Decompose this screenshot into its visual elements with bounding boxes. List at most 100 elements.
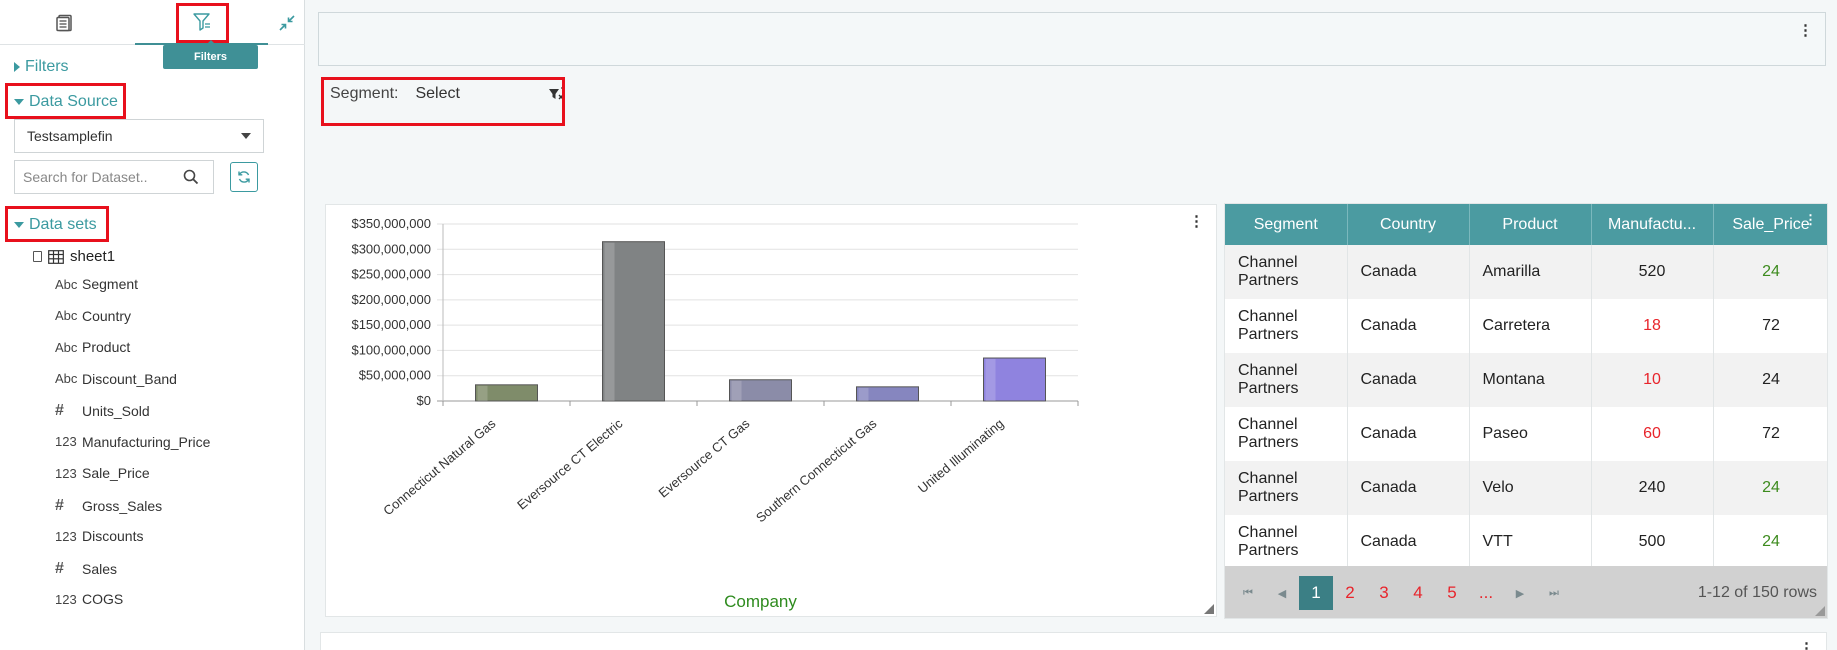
field-type-icon: Abc [55,308,78,323]
column-header[interactable]: Segment [1225,204,1348,245]
page-number-button[interactable]: 3 [1379,583,1389,602]
bar-highlight [858,387,869,401]
field-type-icon: 123 [55,528,77,544]
x-tick-label: Connecticut Natural Gas [380,415,499,518]
segment-select[interactable]: Select [415,85,565,103]
refresh-icon [238,171,250,183]
table-row[interactable]: Channel Partners Canada Montana 10 24 [1225,353,1827,407]
field-item[interactable]: 123 Sale_Price [55,465,150,481]
table-cell-segment: Channel Partners [1225,353,1348,407]
tab-filters[interactable] [135,0,268,45]
dataset-search-input[interactable] [23,169,183,185]
column-header[interactable]: Sale_Price [1713,204,1827,245]
bar[interactable] [983,357,1046,402]
table-row[interactable]: Channel Partners Canada Amarilla 520 24 [1225,245,1827,299]
table-cell-mfg: 10 [1591,353,1714,407]
table-resize-grip-icon[interactable] [1815,606,1825,616]
table-row[interactable]: Channel Partners Canada Paseo 60 72 [1225,407,1827,461]
table-cell-segment: Channel Partners [1225,461,1348,515]
x-tick-label: Eversource CT Electric [514,415,626,512]
chart-more-options-icon[interactable]: ⋮ [1189,213,1204,230]
caret-down-icon [14,222,24,228]
page-number-button[interactable]: 2 [1345,583,1355,602]
field-type-icon: Abc [55,371,78,386]
field-item[interactable]: Abc Product [55,339,130,355]
field-item[interactable]: 123 Manufacturing_Price [55,434,210,450]
y-tick-label: $100,000,000 [351,342,431,357]
bar[interactable] [729,379,792,402]
segment-filter-label: Segment: [330,85,399,102]
table-body: Channel Partners Canada Amarilla 520 24 Chann… [1225,245,1827,569]
data-source-select[interactable]: Testsamplefin [14,119,264,153]
search-icon[interactable] [183,169,199,185]
refresh-button[interactable] [230,162,258,192]
table-cell-product: Amarilla [1469,245,1592,299]
data-source-section-header[interactable]: Data Source [14,93,118,111]
y-tick-label: $250,000,000 [351,267,431,282]
table-header-row: Segment Country Product Manufactu... Sale_Pr… [1225,204,1827,245]
bar[interactable] [856,386,919,402]
clear-filter-icon[interactable] [547,85,565,103]
tree-checkbox[interactable] [33,251,42,262]
tree-root-label: sheet1 [70,248,116,265]
field-name: Country [82,307,132,324]
table-cell-mfg: 500 [1591,515,1714,569]
bottom-more-options-icon[interactable]: ⋮ [1799,640,1814,650]
field-item[interactable]: # Units_Sold [55,402,150,420]
field-item[interactable]: # Sales [55,560,117,578]
table-cell-country: Canada [1347,299,1470,353]
datasets-section-header[interactable]: Data sets [14,216,97,234]
filters-section-label: Filters [25,58,69,75]
page-number-button[interactable]: ... [1478,583,1494,602]
table-cell-mfg: 520 [1591,245,1714,299]
page-number-button[interactable]: 4 [1413,583,1423,602]
field-name: COGS [82,591,124,607]
field-type-icon: # [55,402,64,419]
dataset-search-box [14,160,214,194]
prev-page-icon[interactable]: ◀ [1277,587,1287,600]
bar[interactable] [475,384,538,402]
page-number-button[interactable]: 1 [1299,576,1333,610]
table-more-options-icon[interactable]: ⋮ [1804,212,1817,227]
bottom-widget-panel: ⋮ [320,632,1827,650]
field-item[interactable]: Abc Segment [55,276,138,292]
field-item[interactable]: 123 Discounts [55,528,143,544]
filters-section-header[interactable]: Filters [14,58,69,76]
caret-right-icon [14,62,20,72]
field-name: Sales [82,560,118,577]
more-options-icon[interactable]: ⋮ [1798,22,1813,39]
sidebar-tabs [0,0,305,45]
table-row[interactable]: Channel Partners Canada VTT 500 24 [1225,515,1827,569]
dropdown-arrow-icon [241,133,251,139]
table-row[interactable]: Channel Partners Canada Carretera 18 72 [1225,299,1827,353]
data-table-card: Segment Country Product Manufactu... Sale_Pr… [1224,203,1828,619]
top-widget-panel: ⋮ [318,12,1826,66]
bar[interactable] [602,241,665,402]
page-number-button[interactable]: 5 [1447,583,1457,602]
table-row[interactable]: Channel Partners Canada Velo 240 24 [1225,461,1827,515]
field-name: Product [82,339,131,355]
table-cell-sale: 24 [1713,353,1827,407]
bar-chart: $0 $50,000,000 $100,000,000 $150,000,000 $20… [351,216,1079,611]
last-page-icon[interactable]: ⏭ [1549,586,1559,599]
table-cell-mfg: 60 [1591,407,1714,461]
collapse-panel-button[interactable] [276,12,298,34]
column-header[interactable]: Manufactu... [1591,204,1714,245]
x-tick-label: Eversource CT Gas [656,415,753,500]
field-item[interactable]: # Gross_Sales [55,497,162,515]
resize-grip-icon[interactable] [1204,604,1214,614]
column-header[interactable]: Product [1469,204,1592,245]
first-page-icon[interactable]: ⏮ [1243,586,1253,599]
column-header[interactable]: Country [1347,204,1470,245]
pagination-bar: ⏮ ◀ 1 2 3 4 5... ▶ ⏭ 1-12 of 150 rows [1225,566,1827,618]
field-name: Manufacturing_Price [82,433,211,450]
data-source-label: Data Source [29,93,118,110]
next-page-icon[interactable]: ▶ [1515,587,1525,600]
field-item[interactable]: Abc Discount_Band [55,371,177,387]
tab-dashboard[interactable] [40,0,90,45]
sidebar: Filters Filters Data Source Testsamplefi… [0,0,305,650]
y-tick-label: $150,000,000 [351,317,431,332]
field-item[interactable]: Abc Country [55,308,131,324]
field-item[interactable]: 123 COGS [55,591,123,607]
tree-item-sheet1[interactable]: sheet1 [33,248,115,265]
